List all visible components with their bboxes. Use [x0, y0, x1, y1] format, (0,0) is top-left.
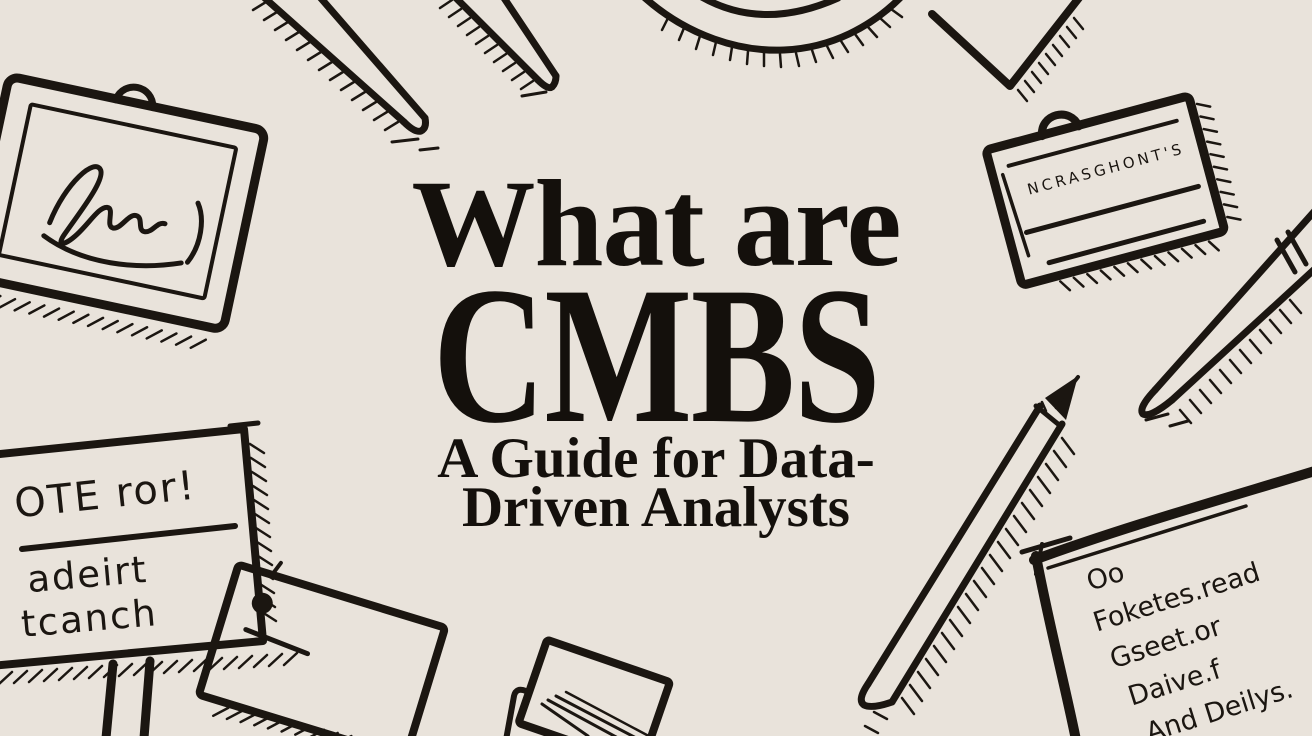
- pencil-hatching: [900, 436, 1076, 716]
- framed-signature-icon: [0, 73, 269, 350]
- subtitle-line-2: Driven Analysts: [462, 476, 850, 539]
- signature-scribble: [41, 164, 204, 269]
- tape-roll-icon: [642, 0, 904, 69]
- pen-icon: [438, 0, 560, 98]
- paper-card-icon: [928, 0, 1085, 103]
- frame-hatching: [0, 294, 208, 350]
- pen-icon: [1138, 208, 1312, 428]
- sign-underline: [19, 523, 238, 552]
- note-cards-icon: [503, 636, 674, 736]
- signpost-icon: [0, 420, 299, 736]
- pen-icon: [251, 0, 440, 152]
- frame-hanger-tab: [112, 83, 157, 112]
- name-badge-icon: [982, 92, 1242, 292]
- title-line-1: What are: [411, 155, 901, 292]
- badge-hatching: [1195, 102, 1242, 221]
- sign-post: [101, 656, 155, 736]
- luggage-tag-icon: [195, 560, 449, 736]
- pencil-icon: [857, 375, 1080, 735]
- tag-hole: [251, 592, 273, 614]
- title-line-2: CMBS: [432, 247, 881, 464]
- subtitle-line-1: A Guide for Data-: [437, 427, 875, 490]
- note-paper-icon: [1019, 466, 1312, 736]
- badge-hanger-tab: [1038, 110, 1083, 141]
